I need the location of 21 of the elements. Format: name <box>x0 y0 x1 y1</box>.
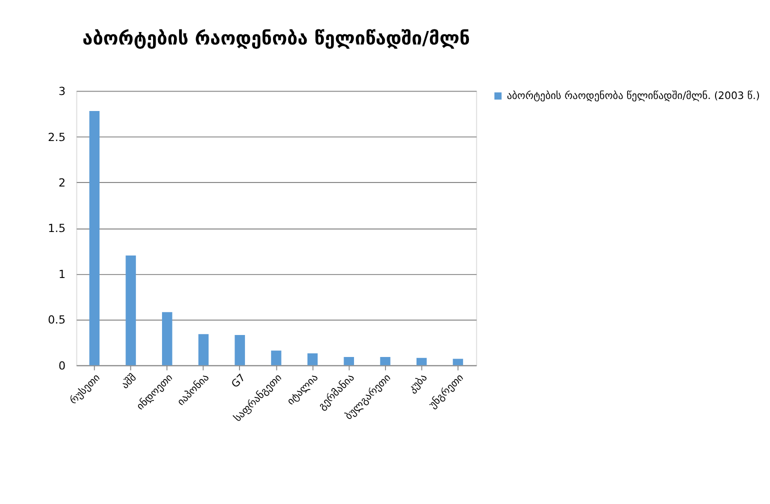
bar <box>126 255 136 366</box>
y-tick-label: 1 <box>58 268 66 281</box>
bar <box>452 358 464 366</box>
y-tick-label: 1.5 <box>48 222 66 236</box>
bar <box>234 335 245 366</box>
bar <box>307 353 318 366</box>
x-tick-label: აშშ <box>119 372 139 392</box>
bar <box>198 334 209 366</box>
bar <box>380 356 390 366</box>
legend-label: აბორტების რაოდენობა წელიწადში/მლნ. (2003 წ.) <box>506 90 760 102</box>
y-tick-label: 2 <box>58 176 66 190</box>
bar <box>89 110 100 366</box>
y-tick-label: 0.5 <box>48 314 66 327</box>
chart-title: აბორტების რაოდენობა წელიწადში/მლნ <box>82 28 470 50</box>
y-tick-label: 2.5 <box>48 130 66 144</box>
bar <box>416 358 427 366</box>
y-tick-label: 0 <box>58 359 66 372</box>
bar <box>271 350 282 366</box>
y-tick-label: 3 <box>58 85 66 98</box>
bar <box>162 312 172 366</box>
bar <box>344 356 354 366</box>
